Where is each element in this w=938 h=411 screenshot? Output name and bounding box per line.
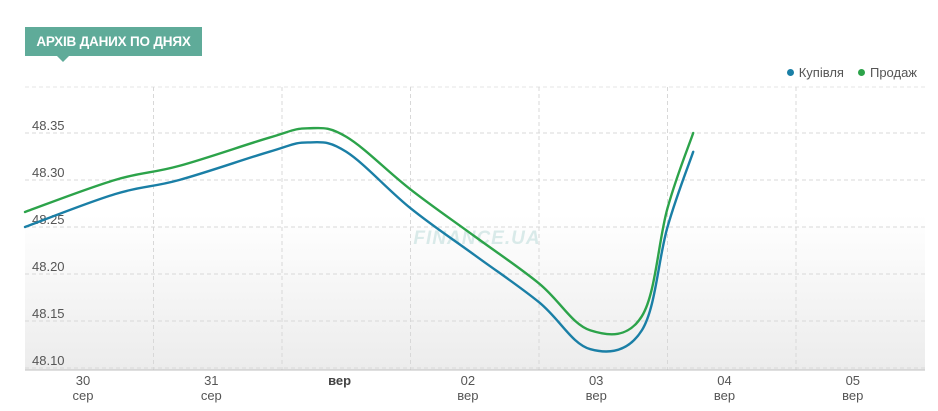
x-tick-month: вер [457,388,478,403]
x-tick-day: 03 [589,373,603,388]
title-pointer [57,56,69,62]
x-tick-month: вер [842,388,863,403]
x-tick-month: сер [201,388,222,403]
y-tick-label: 48.20 [32,259,65,274]
x-tick-month: сер [73,388,94,403]
y-tick-label: 48.35 [32,118,65,133]
legend-marker-buy [786,69,794,76]
page-title: АРХІВ ДАНИХ ПО ДНЯХ [25,27,202,56]
legend-item-buy[interactable]: Купівля [786,65,844,80]
legend-label-sell: Продаж [869,65,917,80]
legend-marker-sell [857,69,865,76]
legend-item-sell[interactable]: Продаж [857,65,917,80]
series-line-sell[interactable] [23,126,695,336]
x-tick-month: вер [586,388,607,403]
y-tick-label: 48.15 [32,306,65,321]
y-tick-label: 48.30 [32,165,65,180]
x-tick-day: 05 [846,373,860,388]
plot-area [25,87,925,370]
x-tick-day: 04 [717,373,731,388]
chart-legend: Купівля Продаж [786,65,917,80]
x-tick-day: 30 [76,373,90,388]
x-tick-day: 02 [461,373,475,388]
x-tick-month: вер [328,373,351,388]
x-tick-day: 31 [204,373,218,388]
x-tick-month: вер [714,388,735,403]
series-line-buy[interactable] [23,141,695,353]
legend-label-buy: Купівля [798,65,844,80]
y-tick-label: 48.10 [32,353,65,368]
